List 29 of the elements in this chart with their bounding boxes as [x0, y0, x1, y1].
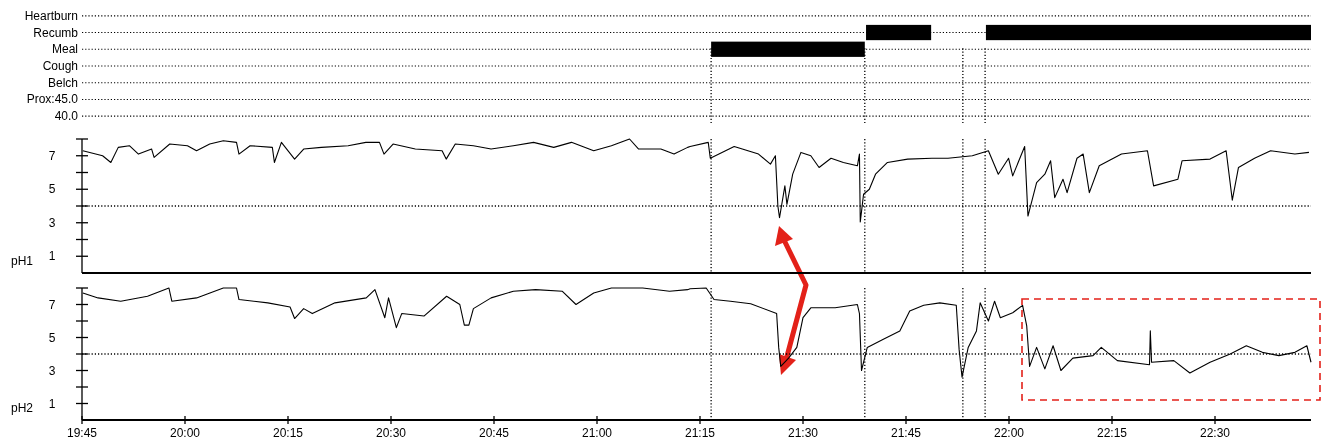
- y-tick-label: Cough: [42, 59, 78, 73]
- y-tick-label: 1: [48, 249, 56, 264]
- y-tick-label: 7: [48, 297, 56, 312]
- x-tick-label: 20:30: [375, 426, 407, 440]
- x-tick-label: 21:45: [890, 426, 922, 440]
- y-tick-label: 3: [48, 215, 56, 230]
- y-tick-label: 40.0: [54, 109, 79, 124]
- x-tick-label: 22:00: [993, 426, 1025, 440]
- x-tick-label: 21:15: [684, 426, 716, 440]
- y-tick-label: 7: [48, 148, 56, 163]
- x-tick-label: 20:15: [272, 426, 304, 440]
- y-axis-title: pH1: [10, 254, 34, 268]
- y-axis-title: pH2: [10, 401, 34, 415]
- y-tick-label: 5: [48, 330, 56, 345]
- y-tick-label: Belch: [47, 75, 78, 90]
- x-tick-label: 22:30: [1199, 426, 1231, 440]
- y-tick-label: Recumb: [33, 25, 79, 40]
- x-tick-label: 19:45: [66, 426, 98, 440]
- y-tick-label: 3: [48, 363, 56, 378]
- x-tick-label: 21:30: [787, 426, 819, 440]
- y-tick-label: 1: [48, 396, 56, 411]
- y-tick-label: 5: [48, 182, 56, 197]
- x-tick-label: 22:15: [1096, 426, 1128, 440]
- y-tick-label: Prox:45.0: [26, 92, 79, 107]
- x-tick-label: 20:00: [169, 426, 201, 440]
- y-tick-label: Meal: [51, 42, 78, 57]
- y-tick-label: Heartburn: [24, 8, 78, 23]
- x-tick-label: 21:00: [581, 426, 613, 440]
- x-tick-label: 20:45: [478, 426, 510, 440]
